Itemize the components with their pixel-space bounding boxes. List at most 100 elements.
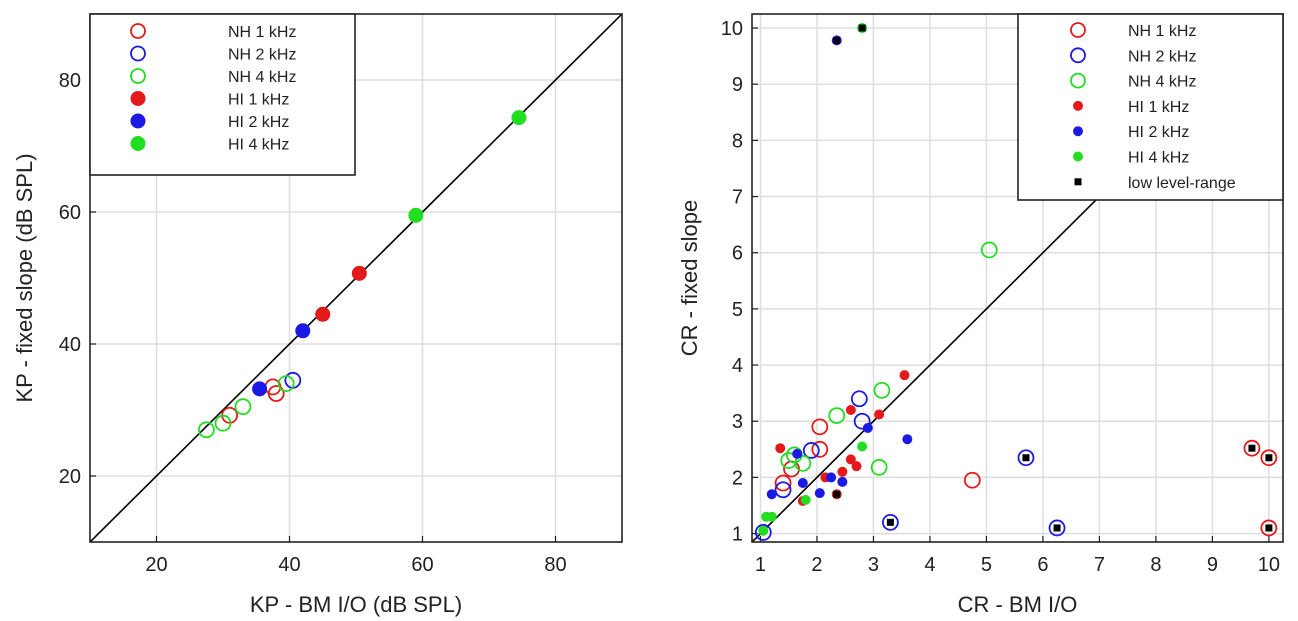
data-point (758, 525, 769, 536)
y-tick-label: 5 (732, 299, 743, 321)
legend-marker (130, 113, 146, 129)
x-tick-label: 20 (145, 554, 167, 576)
data-point (408, 207, 424, 223)
data-point (1260, 449, 1278, 467)
data-point (295, 323, 311, 339)
data-point (858, 24, 866, 32)
legend-box (1017, 13, 1284, 201)
data-point (881, 513, 899, 531)
data-point (1260, 519, 1278, 537)
x-tick-label: 10 (1258, 554, 1280, 576)
data-point (963, 471, 981, 489)
chart-kp: 20 40 60 80 20 40 60 80 KP - BM I/O (dB SPL) KP -… (12, 13, 623, 617)
y-tick-label: 6 (732, 243, 743, 265)
legend-marker (130, 45, 146, 62)
data-point (853, 412, 871, 430)
data-point (814, 488, 825, 499)
x-tick-label: 1 (755, 554, 766, 576)
legend-marker (1070, 22, 1086, 38)
data-point (886, 518, 894, 526)
legend-marker (130, 91, 146, 106)
legend-marker (130, 136, 146, 151)
x-tick-label: 8 (1150, 554, 1161, 576)
legend-label: NH 2 kHz (1128, 48, 1196, 65)
legend-marker (1073, 151, 1083, 162)
y-axis-label: KP - fixed slope (dB SPL) (12, 153, 37, 402)
x-tick-label: 4 (924, 554, 935, 576)
data-point (252, 381, 268, 397)
legend-label: HI 1 kHz (1128, 99, 1189, 116)
data-point (837, 476, 848, 487)
legend-marker (1074, 178, 1082, 186)
data-point (845, 405, 856, 415)
x-tick-label: 9 (1207, 554, 1218, 576)
data-point (802, 442, 820, 459)
chart-cr: 1 2 3 4 5 6 7 8 9 10 1 2 3 4 5 6 7 8 9 10 CR - BM I/O CR - fi… (677, 13, 1284, 617)
data-point (351, 265, 367, 281)
legend-marker (1073, 126, 1083, 137)
data-point (774, 474, 792, 492)
x-tick-label: 60 (411, 554, 433, 576)
data-point (1265, 454, 1273, 462)
data-point (315, 306, 331, 322)
x-tick-label: 2 (811, 554, 822, 576)
data-point (277, 375, 295, 393)
y-axis-label: CR - fixed slope (677, 200, 702, 357)
data-point (833, 36, 841, 44)
y-tick-label: 4 (732, 355, 743, 377)
x-tick-label: 6 (1037, 554, 1048, 576)
data-point (754, 524, 772, 541)
legend-marker (1073, 100, 1083, 111)
data-point (774, 481, 792, 499)
x-tick-label: 3 (868, 554, 879, 576)
y-tick-label: 9 (732, 74, 743, 96)
data-point (234, 398, 252, 416)
y-tick-label: 20 (59, 466, 81, 488)
data-point (902, 434, 913, 445)
data-point (1022, 454, 1030, 462)
x-axis-label: CR - BM I/O (958, 592, 1078, 617)
data-point (851, 461, 862, 472)
data-point (826, 472, 837, 483)
y-tick-label: 10 (721, 18, 743, 40)
data-point (1248, 444, 1256, 452)
legend-label: NH 1 kHz (228, 24, 296, 41)
legend-label: NH 4 kHz (228, 69, 296, 86)
legend-label: NH 1 kHz (1128, 23, 1196, 40)
legend-label: NH 4 kHz (1128, 74, 1196, 91)
data-point (197, 421, 215, 439)
data-point (794, 454, 812, 472)
data-point (845, 454, 856, 465)
data-point (857, 441, 868, 452)
legend-marker (1070, 47, 1086, 64)
data-point (792, 448, 803, 459)
x-tick-label: 5 (981, 554, 992, 576)
legend-label: HI 2 kHz (228, 114, 289, 131)
data-point (214, 414, 232, 432)
data-point (1265, 524, 1273, 532)
y-tick-label: 80 (59, 70, 81, 92)
data-point (811, 440, 829, 458)
y-tick-label: 40 (59, 334, 81, 356)
y-tick-label: 8 (732, 130, 743, 152)
data-point (1048, 519, 1066, 537)
x-tick-label: 80 (544, 554, 566, 576)
legend-label: HI 4 kHz (228, 137, 289, 154)
data-point (899, 370, 910, 381)
data-point (862, 422, 873, 433)
y-tick-label: 7 (732, 187, 743, 209)
data-point (267, 385, 285, 402)
data-point (828, 407, 846, 425)
data-point (874, 409, 885, 420)
data-point (837, 466, 848, 477)
legend-label: NH 2 kHz (228, 47, 296, 64)
data-point (766, 511, 777, 522)
x-axis-label: KP - BM I/O (dB SPL) (250, 592, 462, 617)
data-point (1243, 439, 1261, 457)
legend-marker (130, 68, 146, 84)
legend-box (89, 13, 356, 176)
legend-marker (1070, 72, 1086, 89)
y-tick-label: 3 (732, 411, 743, 433)
data-point (775, 443, 786, 454)
data-point (873, 381, 891, 399)
